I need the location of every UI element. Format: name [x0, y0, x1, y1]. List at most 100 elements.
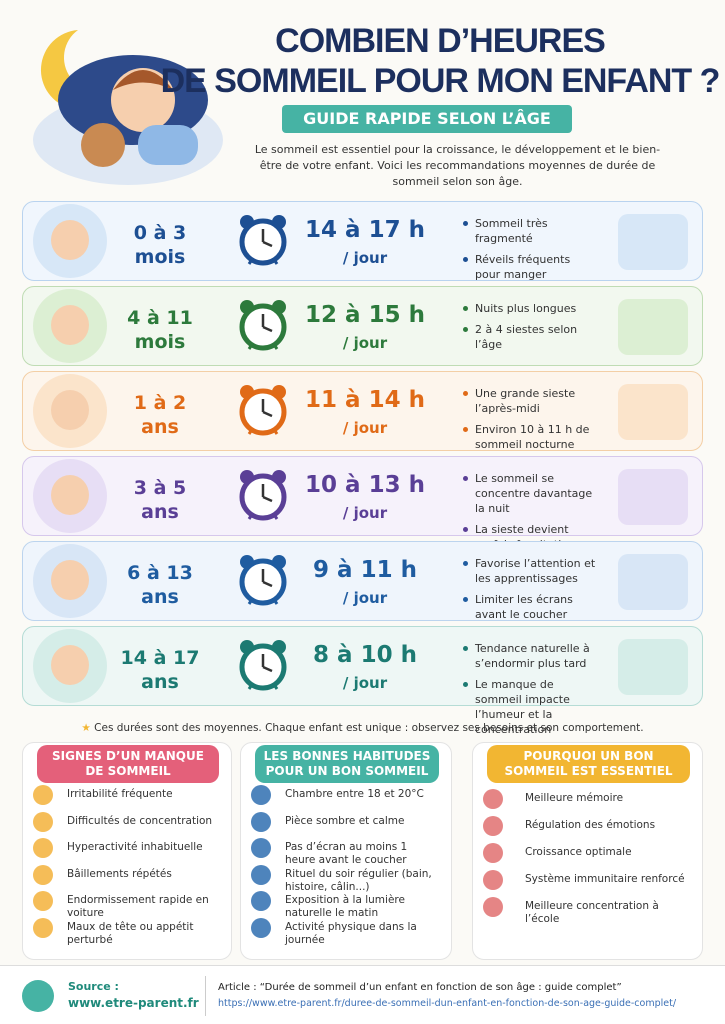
item-icon	[33, 838, 53, 858]
item-icon	[251, 891, 271, 911]
per-day: / jour	[342, 249, 388, 267]
clock-icon	[239, 555, 287, 606]
note-text: Le manque de sommeil impacte l’humeur et…	[475, 678, 570, 736]
illustration	[618, 469, 688, 525]
note: Nuits plus longues	[463, 301, 598, 316]
panel-item: Irritabilité fréquente	[67, 788, 173, 800]
age-row: 4 à 11 mois 12 à 15 h / jour Nuits plus lon…	[22, 286, 703, 366]
note-text: Le sommeil se concentre davantage la nui…	[475, 472, 593, 515]
panel-item: Chambre entre 18 et 20°C	[285, 788, 424, 800]
age-row: 0 à 3 mois 14 à 17 h / jour Sommeil très fr…	[22, 201, 703, 281]
hours: 8 à 10 h	[313, 642, 417, 668]
hours: 12 à 15 h	[305, 302, 425, 328]
age-label: 3 à 5	[133, 477, 187, 499]
panel-item: Difficultés de concentration	[67, 814, 213, 827]
face	[51, 645, 89, 685]
title-line: DE SOMMEIL POUR MON ENFANT ?	[160, 62, 721, 100]
item-icon	[483, 816, 503, 836]
note: Environ 10 à 11 h de sommeil nocturne	[463, 422, 598, 452]
child-avatar	[33, 459, 107, 533]
note-text: Sommeil très fragmenté	[475, 217, 548, 245]
face	[51, 390, 89, 430]
note-text: Favorise l’attention et les apprentissag…	[475, 557, 596, 585]
panel-item: Meilleure mémoire	[525, 792, 624, 804]
note: Une grande sieste l’après-midi	[463, 386, 598, 416]
hours: 9 à 11 h	[313, 557, 417, 583]
age-label: ans	[141, 501, 179, 523]
panel-item: Meilleure concentration à l’école	[525, 900, 659, 925]
article: Article : “Durée de sommeil d’un enfant …	[218, 982, 622, 993]
illustration	[618, 554, 688, 610]
age-label: 14 à 17	[120, 647, 200, 669]
item-icon	[33, 811, 53, 832]
note: Sommeil très fragmenté	[463, 216, 598, 246]
article-url[interactable]: https://www.etre-parent.fr/duree-de-somm…	[218, 998, 677, 1009]
panel-item: Bâillements répétés	[67, 867, 172, 880]
item-icon	[483, 897, 503, 917]
clock-icon	[239, 470, 287, 521]
panel-item: Hyperactivité inhabituelle	[67, 841, 203, 853]
child-avatar	[33, 289, 107, 363]
face	[51, 560, 89, 600]
footnote: ★ Ces durées sont des moyennes. Chaque e…	[20, 722, 705, 734]
panel-item: Pièce sombre et calme	[285, 814, 405, 827]
note-text: Une grande sieste l’après-midi	[475, 387, 576, 415]
note: Limiter les écrans avant le coucher	[463, 592, 598, 622]
footer: Source : www.etre-parent.fr Article : “D…	[0, 965, 725, 1024]
intro: Le sommeil est essentiel pour la croissa…	[254, 143, 661, 188]
hours: 11 à 14 h	[305, 387, 425, 413]
face	[51, 220, 89, 260]
illustration	[618, 639, 688, 695]
panel: POURQUOI UN BON SOMMEIL EST ESSENTIEL Mei…	[472, 742, 703, 960]
item-icon	[251, 917, 271, 938]
panel-title: LES BONNES HABITUDES POUR UN BON SOMMEIL	[255, 745, 439, 783]
hours: 14 à 17 h	[305, 217, 425, 243]
clock-icon	[239, 300, 287, 351]
age-row: 3 à 5 ans 10 à 13 h / jour Le sommeil se co…	[22, 456, 703, 551]
age-label: ans	[141, 416, 179, 438]
item-icon	[251, 811, 271, 832]
source-link[interactable]: www.etre-parent.fr	[68, 996, 199, 1010]
note: Le sommeil se concentre davantage la nui…	[463, 471, 598, 516]
face	[51, 305, 89, 345]
child-avatar	[33, 374, 107, 448]
hours: 10 à 13 h	[305, 472, 425, 498]
age-label: 0 à 3	[133, 222, 187, 244]
header-illustration	[33, 30, 223, 185]
title-line: COMBIEN D’HEURES	[275, 22, 606, 60]
panel-item: Endormissement rapide en voiture	[67, 894, 209, 919]
item-icon	[483, 843, 503, 863]
item-icon	[33, 864, 53, 885]
item-icon	[483, 789, 503, 809]
note: Le manque de sommeil impacte l’humeur et…	[463, 677, 598, 737]
age-label: mois	[134, 331, 186, 353]
item-icon	[33, 891, 53, 911]
age-row: 1 à 2 ans 11 à 14 h / jour Une grande siest…	[22, 371, 703, 451]
panel-item: Pas d’écran au moins 1 heure avant le co…	[285, 841, 408, 866]
panel-item: Maux de tête ou appétit perturbé	[67, 920, 194, 946]
note: Réveils fréquents pour manger	[463, 252, 598, 282]
clock-icon	[239, 640, 287, 691]
per-day: / jour	[342, 334, 388, 352]
panel-item: Exposition à la lumière naturelle le mat…	[285, 894, 405, 919]
panel-title: SIGNES D’UN MANQUE DE SOMMEIL	[37, 745, 219, 783]
age-label: 6 à 13	[127, 562, 193, 584]
note: Tendance naturelle à s’endormir plus tar…	[463, 641, 598, 671]
child-avatar	[33, 544, 107, 618]
note-text: Tendance naturelle à s’endormir plus tar…	[475, 642, 590, 670]
illustration	[618, 214, 688, 270]
item-icon	[251, 838, 271, 858]
panel-title: POURQUOI UN BON SOMMEIL EST ESSENTIEL	[487, 745, 690, 783]
footnote-text: Ces durées sont des moyennes. Chaque enf…	[94, 722, 644, 734]
age-label: ans	[141, 586, 179, 608]
source-label: Source :	[68, 980, 119, 993]
note-text: 2 à 4 siestes selon l’âge	[475, 323, 578, 351]
item-icon	[33, 785, 53, 805]
note-text: Limiter les écrans avant le coucher	[475, 593, 573, 621]
clock-icon	[239, 385, 287, 436]
panel: SIGNES D’UN MANQUE DE SOMMEIL Irritabilit…	[22, 742, 232, 960]
item-icon	[483, 870, 503, 890]
age-row: 6 à 13 ans 9 à 11 h / jour Favorise l’atten…	[22, 541, 703, 621]
item-icon	[33, 917, 53, 938]
